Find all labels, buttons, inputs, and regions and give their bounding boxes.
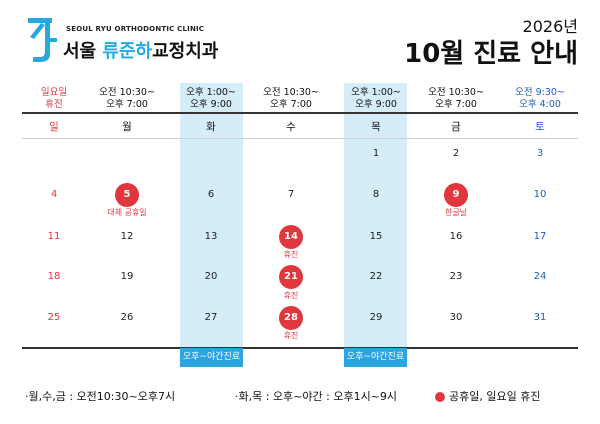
calendar-day-30: 30 [449,312,463,323]
tuesday-column-highlight [180,83,243,347]
calendar-day-9-closed: 9 [444,183,468,207]
calendar-day-17: 17 [533,231,547,242]
hours-sunday: 일요일 휴진 [40,87,68,110]
calendar-day-20: 20 [204,271,218,282]
hours-monday: 오전 10:30~ 오후 7:00 [99,87,155,110]
calendar-day-21-closed: 21 [279,265,303,289]
calendar-day-22: 22 [369,271,383,282]
legend-mon-wed-fri: ·월,수,금 : 오전10:30~오후7시 [25,390,176,403]
clinic-name-prefix: 서울 [63,41,103,62]
dayname-wednesday: 수 [286,121,296,133]
clinic-name: 서울 류준하교정치과 [63,37,218,63]
calendar-note-14: 휴진 [283,250,299,259]
dayname-monday: 월 [122,121,132,133]
legend-holiday: 공휴일, 일요일 휴진 [449,390,541,403]
calendar-day-15: 15 [369,231,383,242]
calendar-day-2: 2 [452,148,460,159]
tuesday-evening-label: 오후~야간진료 [180,348,243,367]
calendar-day-8: 8 [372,189,380,200]
calendar-day-31: 31 [533,312,547,323]
clinic-name-suffix: 교정치과 [152,41,219,62]
calendar-note-21: 휴진 [283,291,299,300]
calendar-day-19: 19 [120,271,134,282]
dayname-divider [22,138,578,139]
clinic-name-english: SEOUL RYU ORTHODONTIC CLINIC [66,25,205,33]
red-dot-icon [435,392,445,402]
thursday-column-highlight [344,83,407,347]
hours-wednesday: 오전 10:30~ 오후 7:00 [263,87,319,110]
hours-thursday: 오후 1:00~ 오후 9:00 [351,87,401,110]
hours-tuesday: 오후 1:00~ 오후 9:00 [186,87,236,110]
calendar-day-7: 7 [287,189,295,200]
dayname-saturday: 토 [535,121,545,133]
calendar-day-23: 23 [449,271,463,282]
legend-tue-thu: ·화,목 : 오후~야간 : 오후1시~9시 [235,390,398,403]
dayname-sunday: 일 [49,121,59,133]
calendar-day-3: 3 [536,148,544,159]
calendar-day-28-closed: 28 [279,306,303,330]
calendar-day-16: 16 [449,231,463,242]
calendar-note-5: 대체 공휴일 [107,208,147,217]
dayname-thursday: 목 [371,121,381,133]
calendar-day-18: 18 [47,271,61,282]
calendar-day-27: 27 [204,312,218,323]
calendar-bottom-divider [22,347,578,349]
dayname-friday: 금 [451,121,461,133]
dayname-tuesday: 화 [206,121,216,133]
calendar-day-14-closed: 14 [279,225,303,249]
clinic-name-highlight: 류준하 [102,41,153,62]
year-label: 2026년 [522,17,578,36]
calendar-day-12: 12 [120,231,134,242]
thursday-evening-label: 오후~야간진료 [344,348,407,367]
calendar-day-13: 13 [204,231,218,242]
clinic-logo-icon [28,18,57,62]
calendar-day-24: 24 [533,271,547,282]
page-title: 10월 진료 안내 [404,39,578,69]
calendar-day-26: 26 [120,312,134,323]
calendar-note-9: 한글날 [444,208,468,217]
hours-saturday: 오전 9:30~ 오후 4:00 [515,87,565,110]
calendar-day-6: 6 [207,189,215,200]
hours-friday: 오전 10:30~ 오후 7:00 [428,87,484,110]
calendar-note-28: 휴진 [283,331,299,340]
calendar-day-10: 10 [533,189,547,200]
calendar-day-11: 11 [47,231,61,242]
calendar-day-5-closed: 5 [115,183,139,207]
header-divider [22,112,578,114]
calendar-day-4: 4 [50,189,58,200]
calendar-day-25: 25 [47,312,61,323]
calendar-day-1: 1 [372,148,380,159]
calendar-day-29: 29 [369,312,383,323]
